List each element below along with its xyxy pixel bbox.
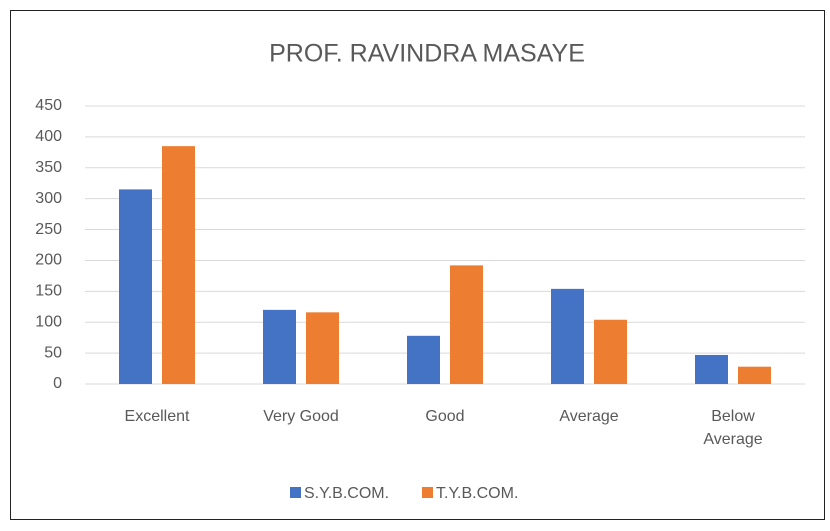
bar xyxy=(450,265,483,384)
x-tick-label: Below Average xyxy=(703,408,763,448)
x-tick-label: Good xyxy=(425,408,465,425)
bar xyxy=(407,335,440,384)
y-tick-label: 350 xyxy=(35,159,62,176)
bar xyxy=(551,288,584,384)
bar xyxy=(306,312,339,384)
legend-label: T.Y.B.COM. xyxy=(436,485,518,502)
y-tick-label: 50 xyxy=(44,344,62,361)
legend-label: S.Y.B.COM. xyxy=(304,485,389,502)
y-tick-label: 100 xyxy=(35,313,62,330)
bar xyxy=(738,366,771,384)
x-tick-label: Excellent xyxy=(124,408,190,425)
x-tick-label: Very Good xyxy=(263,408,339,425)
bar xyxy=(263,309,296,384)
y-tick-label: 200 xyxy=(35,252,62,269)
legend-swatch xyxy=(422,487,433,498)
bar xyxy=(162,146,195,384)
chart-title: PROF. RAVINDRA MASAYE xyxy=(269,40,585,68)
bar xyxy=(695,354,728,384)
y-tick-label: 300 xyxy=(35,190,62,207)
bar xyxy=(119,189,152,384)
y-tick-label: 250 xyxy=(35,221,62,238)
y-tick-label: 150 xyxy=(35,283,62,300)
x-tick-label: Average xyxy=(559,408,619,425)
y-tick-label: 400 xyxy=(35,128,62,145)
bar xyxy=(594,319,627,384)
y-tick-label: 450 xyxy=(35,97,62,114)
legend-swatch xyxy=(290,487,301,498)
y-tick-label: 0 xyxy=(53,375,62,392)
